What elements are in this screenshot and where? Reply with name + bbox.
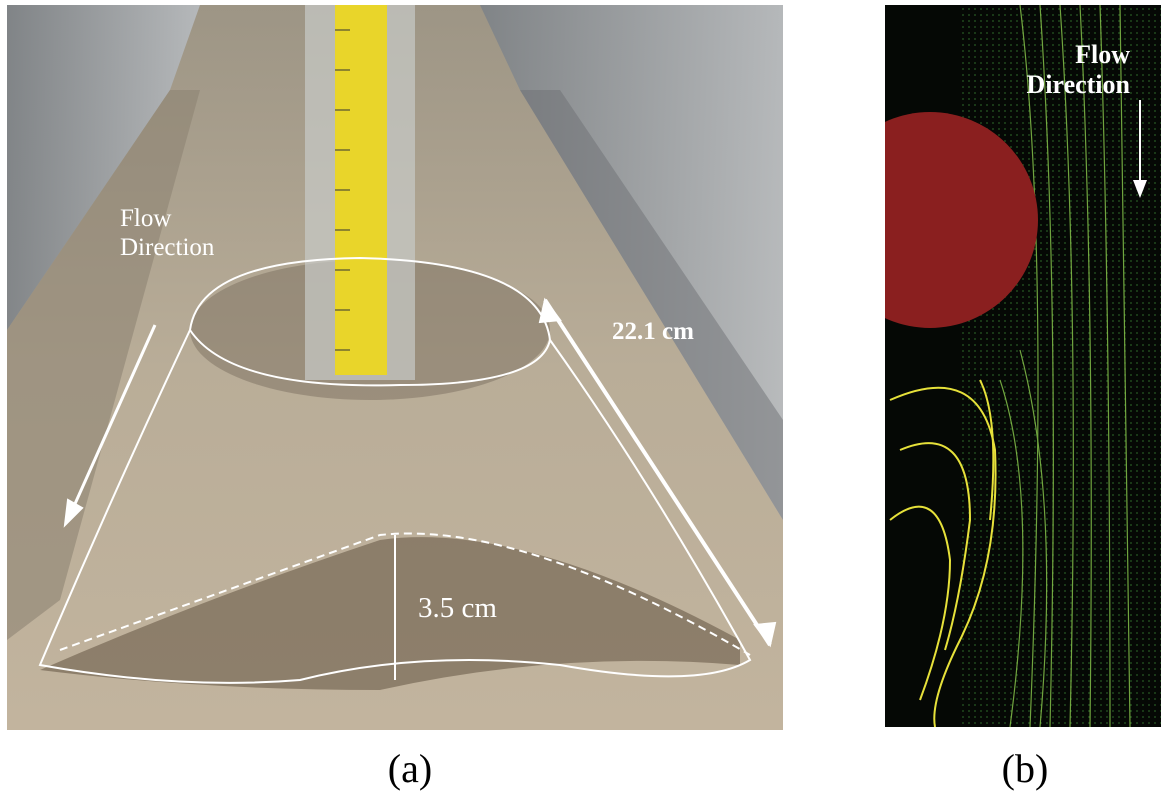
figure: Flow Direction 22.1 cm 3.5 cm Flow Direc… — [0, 0, 1161, 797]
flow-label-b: Flow Direction — [980, 40, 1130, 100]
photo-a — [7, 5, 783, 730]
photo-b — [822, 5, 1161, 727]
figure-art — [0, 0, 1161, 797]
caption-a: (a) — [360, 745, 460, 792]
caption-b: (b) — [975, 745, 1075, 792]
flow-label-a: Flow Direction — [120, 205, 270, 263]
depth-label: 3.5 cm — [418, 592, 497, 625]
length-label: 22.1 cm — [612, 318, 694, 347]
